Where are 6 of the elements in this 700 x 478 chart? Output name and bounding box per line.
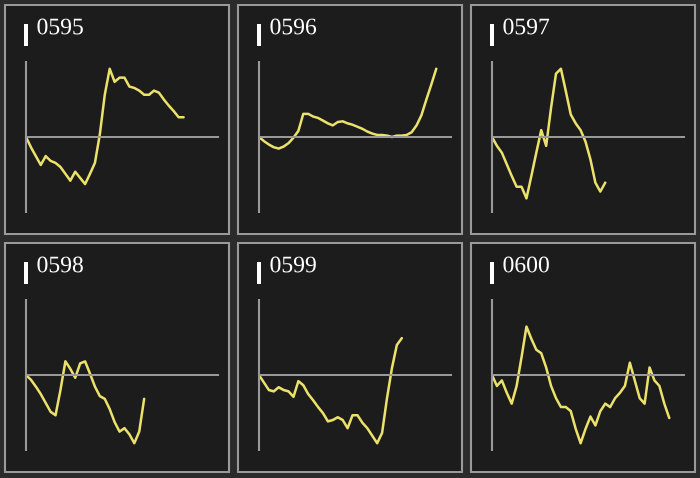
chart-title: 0595 [37,18,83,34]
chart-title: 0596 [270,18,316,34]
chart-title: 0599 [270,256,316,272]
chart-title: 0597 [503,18,550,34]
chart-title: 0598 [37,256,83,272]
chart-title: 0600 [503,256,549,272]
